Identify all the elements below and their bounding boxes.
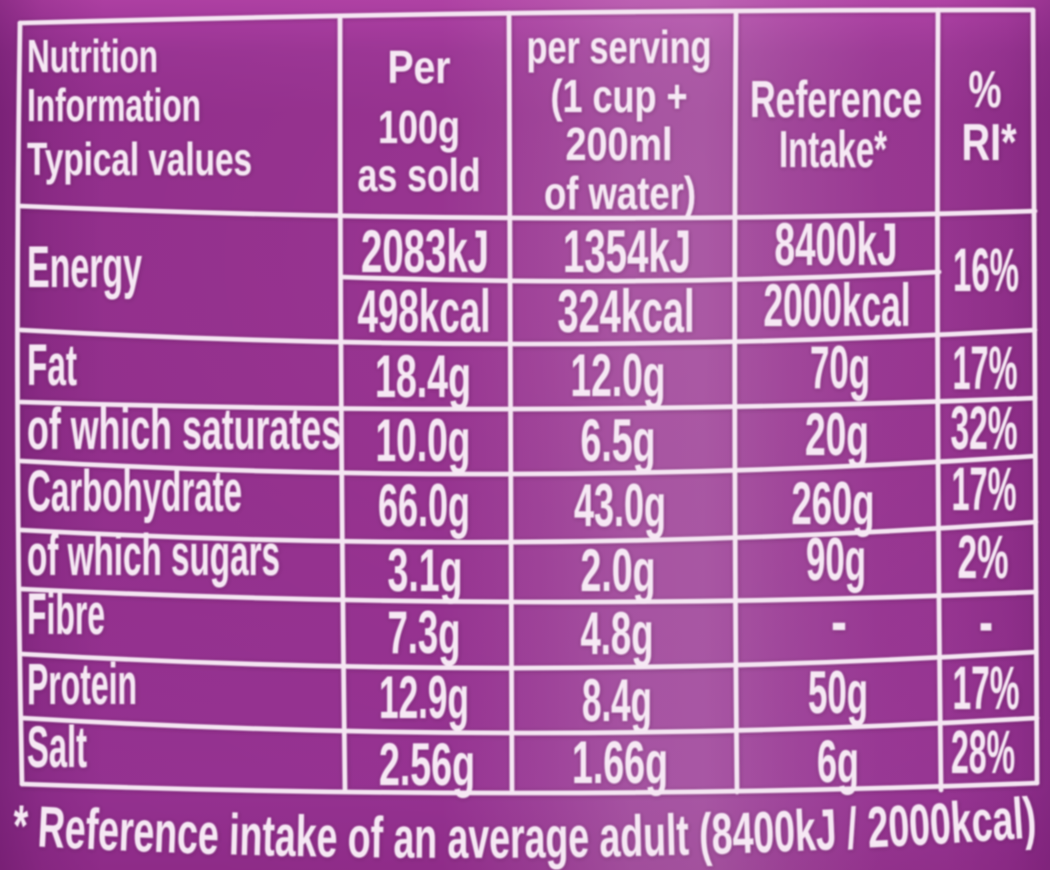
svg-text:17%: 17% [952, 455, 1017, 523]
svg-text:20g: 20g [805, 401, 869, 468]
svg-text:66.0g: 66.0g [378, 472, 470, 539]
svg-text:1354kJ: 1354kJ [563, 218, 691, 285]
svg-text:Reference: Reference [750, 71, 922, 129]
svg-text:50g: 50g [808, 659, 868, 726]
svg-text:32%: 32% [951, 394, 1018, 462]
svg-text:RI*: RI* [962, 114, 1018, 172]
svg-text:2.56g: 2.56g [379, 731, 475, 798]
svg-text:200ml: 200ml [566, 118, 673, 170]
svg-text:43.0g: 43.0g [574, 472, 666, 539]
svg-text:%: % [969, 61, 1002, 119]
svg-text:Fibre: Fibre [27, 582, 105, 647]
svg-text:17%: 17% [953, 334, 1018, 402]
svg-text:17%: 17% [953, 654, 1020, 722]
svg-text:12.9g: 12.9g [379, 664, 469, 731]
svg-text:Protein: Protein [27, 652, 137, 717]
svg-text:1.66g: 1.66g [572, 729, 668, 796]
svg-text:-: - [979, 588, 993, 656]
svg-text:8400kJ: 8400kJ [775, 211, 898, 278]
svg-text:6g: 6g [817, 728, 859, 795]
svg-text:Carbohydrate: Carbohydrate [27, 459, 242, 524]
svg-text:324kcal: 324kcal [558, 278, 695, 345]
svg-text:3.1g: 3.1g [388, 537, 463, 604]
svg-text:498kcal: 498kcal [358, 278, 491, 345]
svg-text:Nutrition: Nutrition [27, 30, 158, 82]
svg-text:as sold: as sold [358, 149, 481, 201]
svg-text:Intake*: Intake* [779, 121, 887, 179]
svg-text:of which saturates: of which saturates [27, 397, 341, 462]
svg-text:70g: 70g [810, 334, 870, 401]
svg-text:(1 cup +: (1 cup + [551, 70, 688, 122]
svg-text:Fat: Fat [27, 333, 77, 398]
svg-text:Typical values: Typical values [27, 133, 252, 185]
svg-text:8.4g: 8.4g [582, 667, 652, 734]
svg-text:Per: Per [388, 41, 451, 93]
svg-text:2%: 2% [958, 523, 1009, 591]
svg-text:-: - [831, 588, 847, 655]
svg-text:100g: 100g [378, 101, 460, 153]
svg-text:18.4g: 18.4g [375, 343, 471, 410]
svg-text:10.0g: 10.0g [376, 407, 471, 474]
svg-text:2000kcal: 2000kcal [764, 272, 911, 339]
svg-text:260g: 260g [792, 470, 875, 537]
svg-text:16%: 16% [953, 236, 1019, 304]
svg-text:7.3g: 7.3g [388, 599, 461, 666]
svg-text:12.0g: 12.0g [571, 342, 666, 409]
svg-text:of water): of water) [544, 167, 696, 219]
svg-text:of which sugars: of which sugars [27, 523, 280, 588]
svg-text:per serving: per serving [527, 21, 712, 73]
svg-text:90g: 90g [806, 526, 866, 593]
svg-text:4.8g: 4.8g [581, 600, 654, 667]
svg-text:2083kJ: 2083kJ [361, 218, 489, 285]
svg-text:Salt: Salt [27, 715, 87, 780]
svg-text:Energy: Energy [27, 235, 142, 300]
svg-text:28%: 28% [951, 718, 1015, 786]
svg-text:2.0g: 2.0g [581, 537, 656, 604]
svg-text:6.5g: 6.5g [581, 407, 656, 474]
svg-text:Information: Information [27, 79, 201, 131]
